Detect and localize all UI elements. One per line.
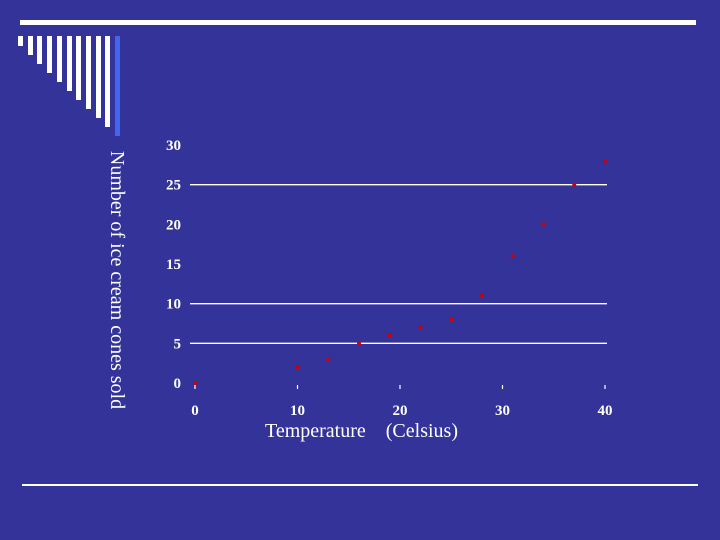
y-tick-label: 5 xyxy=(174,336,182,352)
x-tick-label: 40 xyxy=(598,403,613,419)
y-tick-label: 10 xyxy=(166,297,181,313)
bottom-rule xyxy=(22,484,698,486)
data-point xyxy=(295,365,300,370)
y-tick-label: 25 xyxy=(166,178,181,194)
x-axis-label: Temperature (Celsius) xyxy=(265,420,458,442)
y-tick-label: 20 xyxy=(166,217,181,233)
x-tick-label: 10 xyxy=(290,403,305,419)
data-point xyxy=(449,317,454,322)
data-point xyxy=(326,357,331,362)
top-rule xyxy=(20,20,696,25)
decorative-bar xyxy=(95,36,101,118)
data-point xyxy=(541,222,546,227)
data-point xyxy=(480,293,484,298)
data-point xyxy=(193,381,197,385)
data-point xyxy=(603,158,607,163)
decorative-bar xyxy=(105,36,111,127)
decorative-bar xyxy=(37,36,43,64)
decorative-bar xyxy=(56,36,62,82)
data-point xyxy=(387,333,392,338)
y-tick-label: 0 xyxy=(174,376,182,392)
x-tick-label: 20 xyxy=(393,403,408,419)
data-point xyxy=(572,182,577,187)
decorative-bar xyxy=(27,36,33,55)
decorative-bar xyxy=(18,36,23,46)
data-point xyxy=(418,325,423,330)
decorative-bar xyxy=(47,36,53,73)
y-tick-label: 15 xyxy=(166,257,181,273)
x-tick-label: 30 xyxy=(495,403,510,419)
data-point xyxy=(357,341,361,346)
decorative-bar xyxy=(85,36,91,109)
data-point xyxy=(510,254,515,259)
decorative-bar xyxy=(115,36,120,136)
decorative-bar xyxy=(76,36,82,100)
decorative-bar xyxy=(66,36,72,91)
x-tick-label: 0 xyxy=(191,403,199,419)
y-tick-label: 30 xyxy=(166,138,181,154)
